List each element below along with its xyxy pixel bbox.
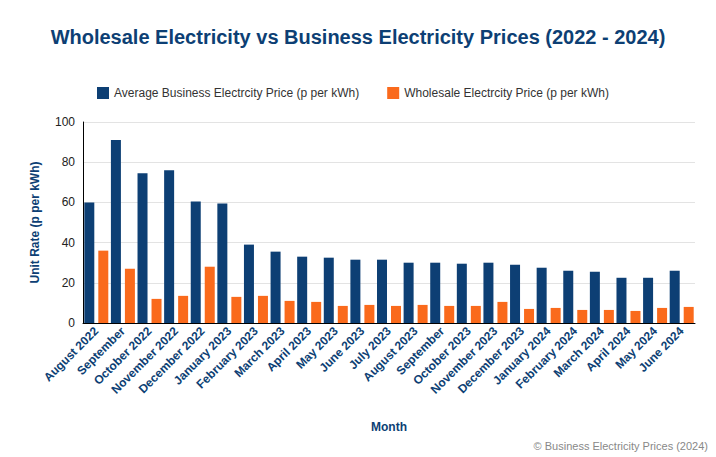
svg-text:0: 0 (68, 316, 75, 330)
svg-text:20: 20 (62, 276, 76, 290)
svg-text:March 2024: March 2024 (550, 324, 607, 381)
svg-text:Unit Rate (p per kWh): Unit Rate (p per kWh) (28, 161, 42, 283)
svg-text:January 2024: January 2024 (490, 324, 554, 388)
svg-text:100: 100 (55, 115, 75, 129)
svg-text:August 2022: August 2022 (41, 324, 102, 385)
svg-text:60: 60 (62, 195, 76, 209)
svg-text:Wholesale Electricity vs Busin: Wholesale Electricity vs Business Electr… (51, 26, 666, 48)
svg-text:December 2022: December 2022 (135, 324, 208, 397)
svg-text:November 2022: November 2022 (108, 324, 182, 397)
svg-text:September: September (393, 324, 448, 378)
svg-text:June 2023: June 2023 (316, 324, 368, 375)
svg-text:August 2023: August 2023 (360, 324, 421, 385)
svg-text:September: September (74, 324, 128, 378)
svg-text:80: 80 (62, 155, 76, 169)
svg-text:October 2022: October 2022 (90, 324, 155, 388)
svg-text:February 2024: February 2024 (512, 324, 581, 392)
svg-text:May 2024: May 2024 (612, 324, 660, 372)
svg-text:April 2023: April 2023 (263, 324, 315, 375)
svg-text:Average Business Electrcity Pr: Average Business Electrcity Price (p per… (114, 86, 359, 100)
svg-text:© Business Electricity Prices: © Business Electricity Prices (2024) (534, 440, 708, 452)
svg-text:July 2023: July 2023 (345, 324, 394, 373)
svg-text:40: 40 (62, 236, 76, 250)
svg-text:November 2023: November 2023 (427, 324, 501, 397)
svg-text:October 2023: October 2023 (410, 324, 474, 388)
svg-text:Wholesale Electrcity Price (p: Wholesale Electrcity Price (p per kWh) (404, 86, 609, 100)
svg-text:June 2024: June 2024 (636, 324, 687, 375)
svg-text:January 2023: January 2023 (170, 324, 235, 388)
svg-text:April 2024: April 2024 (583, 324, 634, 375)
svg-text:February 2023: February 2023 (193, 324, 261, 392)
svg-text:Month: Month (371, 420, 407, 434)
svg-text:March 2023: March 2023 (231, 324, 288, 381)
svg-text:May 2023: May 2023 (293, 324, 341, 372)
svg-text:December 2023: December 2023 (454, 324, 527, 397)
